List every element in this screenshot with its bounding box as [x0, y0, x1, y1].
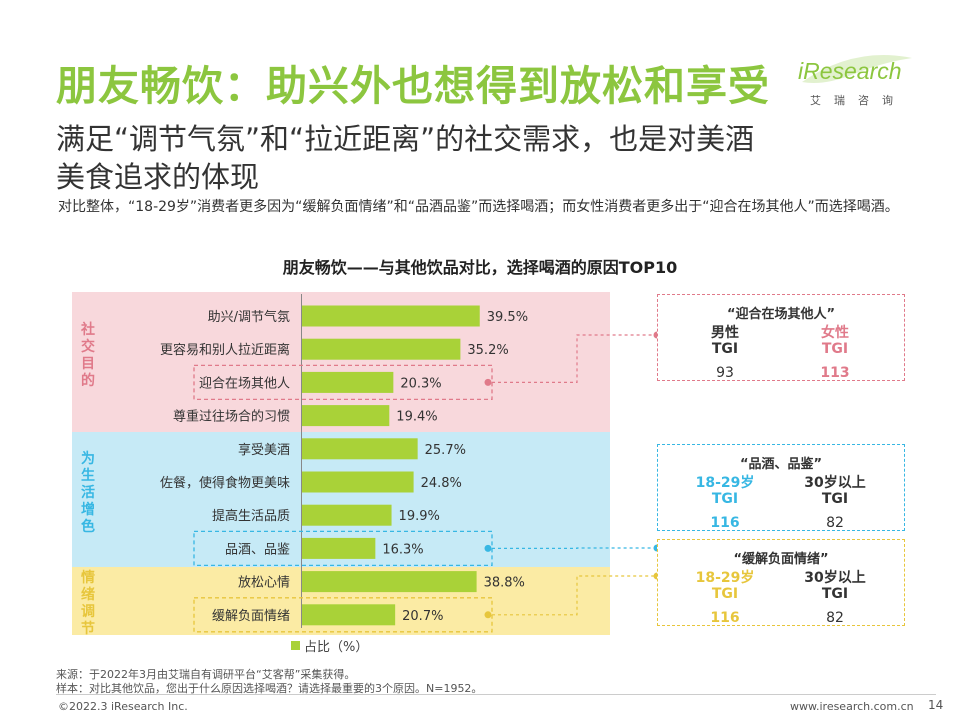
group-label-life: 为生活增色	[81, 451, 95, 535]
logo-subtext: 艾瑞咨询	[810, 94, 906, 107]
group-label-social: 社交目的	[81, 322, 95, 389]
bar-value-label: 20.7%	[402, 609, 443, 624]
subtitle-line-1: 满足“调节气氛”和“拉近距离”的社交需求，也是对美酒	[56, 122, 755, 156]
bar	[302, 471, 414, 493]
callout-col2: 30岁以上 TGI	[790, 475, 880, 507]
bar-value-label: 16.3%	[382, 542, 423, 557]
callout-col1-value: 116	[710, 610, 740, 626]
callout-col1: 18-29岁 TGI	[680, 570, 770, 602]
callout-box-relief: “缓解负面情绪” 18-29岁 TGI 30岁以上 TGI 116 82	[657, 539, 905, 626]
callout-col1-value: 116	[710, 515, 740, 531]
description: 对比整体，“18-29岁”消费者更多因为“缓解负面情绪”和“品酒品鉴”而选择喝酒…	[58, 199, 899, 215]
callout-col1: 18-29岁 TGI	[680, 475, 770, 507]
bar	[302, 405, 390, 427]
connector-line	[492, 334, 657, 383]
bar	[302, 571, 477, 593]
callout-col1-head: 18-29岁	[695, 570, 755, 586]
category-label: 更容易和别人拉近距离	[160, 342, 290, 358]
callout-title: “缓解负面情绪”	[733, 552, 829, 567]
bar-value-label: 19.4%	[396, 410, 437, 425]
category-label: 迎合在场其他人	[199, 376, 290, 391]
callout-col1-sub: TGI	[711, 491, 739, 507]
source-note: 来源：于2022年3月由艾瑞自有调研平台“艾客帮”采集获得。	[56, 668, 356, 681]
callout-title: “迎合在场其他人”	[726, 307, 836, 322]
callout-col1-head: 18-29岁	[695, 475, 755, 491]
category-label: 佐餐，使得食物更美味	[160, 475, 290, 491]
callout-col2: 30岁以上 TGI	[790, 570, 880, 602]
category-label: 品酒、品鉴	[225, 542, 290, 557]
callout-col2-sub: TGI	[821, 586, 849, 602]
connector-line	[492, 575, 657, 616]
callout-col2-sub: TGI	[821, 341, 849, 357]
bar	[302, 537, 376, 559]
callout-box-cater: “迎合在场其他人” 男性 TGI 女性 TGI 93 113	[657, 294, 905, 381]
bar-value-label: 24.8%	[421, 476, 462, 491]
footer-divider	[56, 694, 936, 695]
bar-value-label: 20.3%	[400, 376, 441, 391]
legend-label: 占比（%）	[304, 640, 369, 655]
page-number: 14	[928, 698, 944, 712]
callout-col2-head: 30岁以上	[804, 475, 866, 491]
bar	[302, 305, 480, 327]
callout-col1-sub: TGI	[711, 586, 739, 602]
category-label: 提高生活品质	[212, 508, 290, 524]
bar-value-label: 19.9%	[399, 509, 440, 524]
callout-col2-sub: TGI	[821, 491, 849, 507]
website-link[interactable]: www.iresearch.com.cn	[790, 700, 914, 713]
callout-col1: 男性 TGI	[680, 325, 770, 357]
category-label: 尊重过往场合的习惯	[173, 409, 290, 425]
connector-dot	[484, 544, 492, 552]
connector-dot	[484, 378, 492, 386]
page-title: 朋友畅饮：助兴外也想得到放松和享受	[56, 62, 770, 110]
callout-col2-value: 82	[826, 610, 844, 626]
callout-col2-value: 82	[826, 515, 844, 531]
bar-value-label: 39.5%	[487, 310, 528, 325]
callout-col1-sub: TGI	[711, 341, 739, 357]
subtitle-line-2: 美食追求的体现	[56, 160, 260, 194]
group-label-emotion: 情绪调节	[81, 570, 95, 637]
logo-text: iResearch	[798, 58, 902, 84]
callout-col2-head: 女性	[821, 325, 849, 341]
callout-col2-value: 113	[820, 365, 850, 381]
callout-title: “品酒、品鉴”	[739, 457, 823, 472]
bar-value-label: 35.2%	[467, 343, 508, 358]
bar-value-label: 38.8%	[484, 576, 525, 591]
connector-dot	[484, 611, 492, 619]
sample-note: 样本：对比其他饮品，您出于什么原因选择喝酒？请选择最重要的3个原因。N=1952…	[56, 682, 483, 695]
iresearch-logo	[802, 55, 912, 83]
bar	[302, 338, 461, 360]
callout-col2: 女性 TGI	[790, 325, 880, 357]
bar	[302, 504, 392, 526]
bar	[302, 438, 418, 460]
legend-swatch	[291, 641, 300, 650]
chart-title: 朋友畅饮——与其他饮品对比，选择喝酒的原因TOP10	[282, 258, 678, 277]
callout-col1-head: 男性	[711, 325, 739, 341]
copyright: ©2022.3 iResearch Inc.	[58, 700, 188, 713]
callout-col1-value: 93	[716, 365, 734, 381]
category-label: 放松心情	[238, 576, 290, 591]
bar-value-label: 25.7%	[425, 443, 466, 458]
bar	[302, 371, 394, 393]
category-label: 助兴/调节气氛	[208, 309, 290, 325]
callout-col2-head: 30岁以上	[804, 570, 866, 586]
category-label: 缓解负面情绪	[212, 609, 290, 624]
category-label: 享受美酒	[238, 442, 290, 458]
callout-box-tasting: “品酒、品鉴” 18-29岁 TGI 30岁以上 TGI 116 82	[657, 444, 905, 531]
y-axis-line	[301, 294, 302, 628]
bar	[302, 604, 396, 626]
